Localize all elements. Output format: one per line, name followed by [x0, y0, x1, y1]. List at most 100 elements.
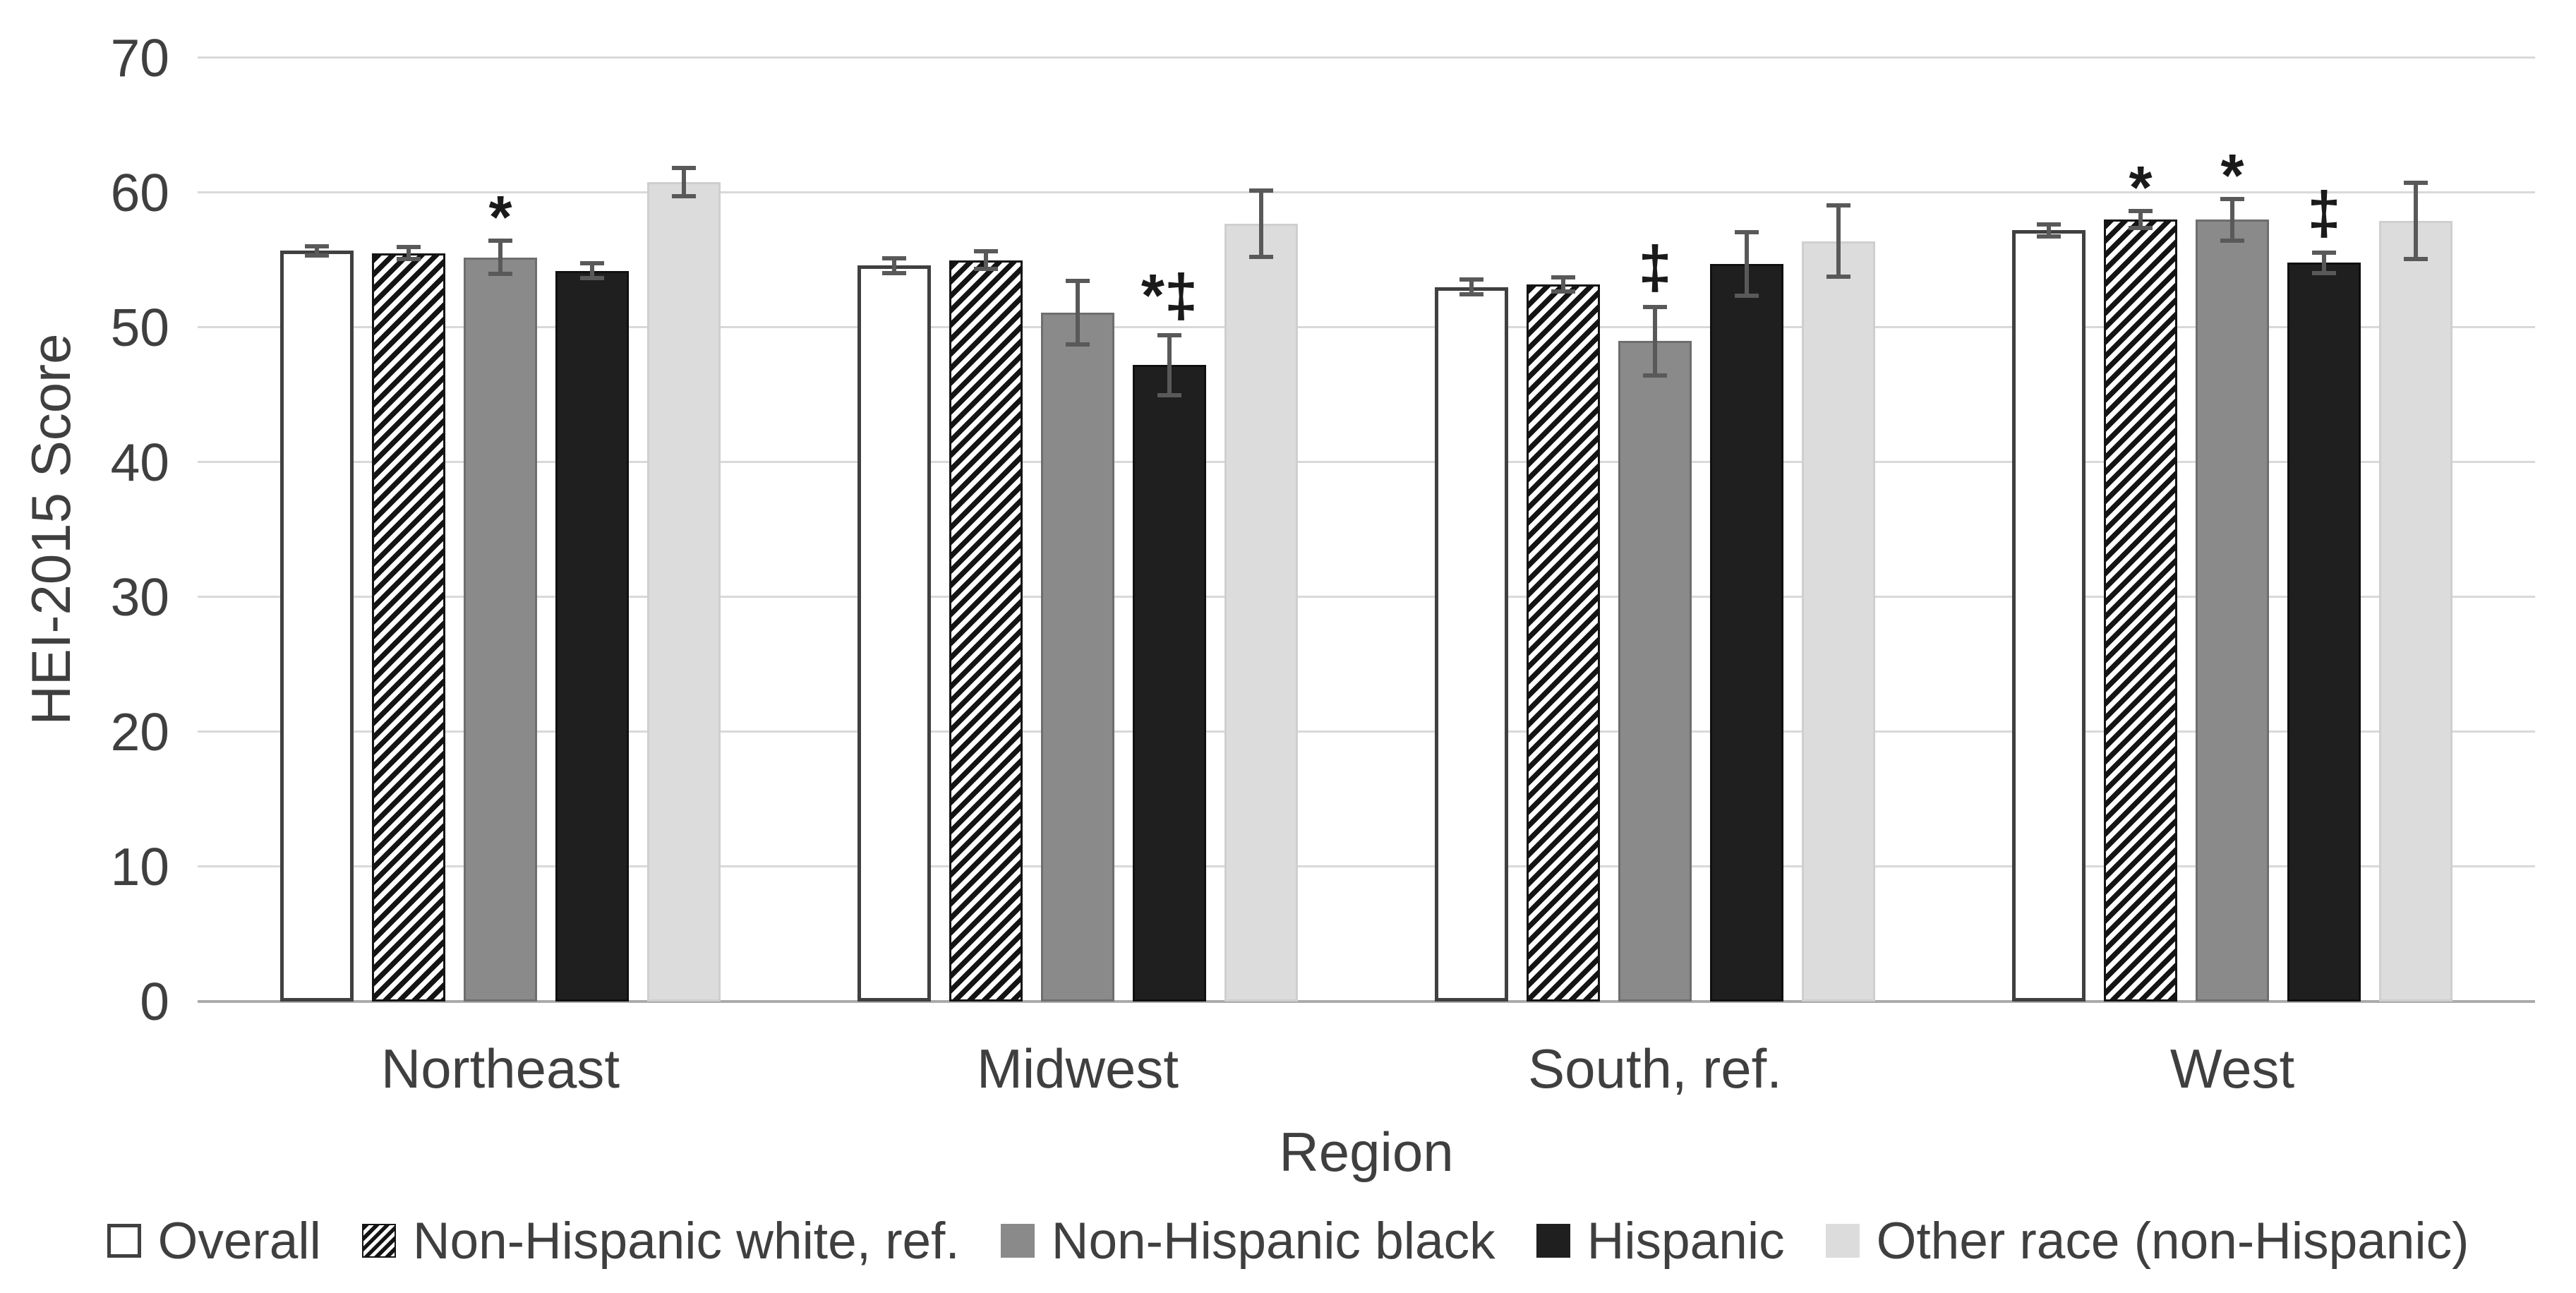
x-axis-line	[198, 1000, 2535, 1003]
error-bar-cap	[1066, 279, 1090, 284]
bar-west-black	[2287, 263, 2361, 1002]
error-bar-cap	[1066, 342, 1090, 347]
error-bar	[2129, 208, 2153, 231]
error-bar-stem	[315, 243, 319, 258]
error-bar-cap	[488, 272, 512, 277]
bar-south--ref--gray	[1618, 341, 1692, 1002]
legend-item-outline: Overall	[107, 1212, 321, 1270]
legend-swatch-black-icon	[1536, 1224, 1570, 1258]
legend-swatch-lightgray-icon	[1825, 1224, 1860, 1258]
error-bar-stem	[2230, 196, 2234, 243]
legend-label: Non-Hispanic black	[1051, 1212, 1495, 1270]
x-category-label: Midwest	[976, 1038, 1179, 1100]
x-category-label: South, ref.	[1528, 1038, 1782, 1100]
error-bar-cap	[882, 270, 906, 275]
error-bar-stem	[590, 261, 594, 281]
error-bar	[1551, 275, 1575, 294]
gridline	[198, 461, 2535, 463]
error-bar	[2037, 222, 2061, 239]
error-bar-stem	[892, 255, 896, 275]
error-bar-cap	[1643, 304, 1667, 309]
error-bar-stem	[682, 165, 686, 198]
error-bar-stem	[2047, 222, 2051, 239]
error-bar-stem	[2414, 180, 2418, 262]
error-bar-cap	[672, 165, 696, 170]
bar-midwest-outline	[857, 265, 931, 1002]
error-bar-cap	[2037, 222, 2061, 227]
gridline	[198, 191, 2535, 193]
error-bar-cap	[2129, 226, 2153, 231]
legend-item-hatch: Non-Hispanic white, ref.	[361, 1212, 960, 1270]
error-bar	[580, 261, 604, 281]
bar-northeast-lightgray	[647, 181, 721, 1002]
x-axis-title: Region	[1279, 1121, 1454, 1183]
error-bar-cap	[2220, 196, 2244, 201]
error-bar-cap	[1826, 203, 1850, 208]
y-tick-label: 50	[110, 298, 169, 357]
error-bar-cap	[305, 243, 329, 248]
error-bar	[1459, 277, 1483, 297]
error-bar-stem	[1745, 230, 1749, 298]
error-bar	[882, 255, 906, 275]
bar-midwest-gray	[1041, 312, 1114, 1002]
error-bar-stem	[407, 245, 411, 262]
error-bar	[2404, 180, 2428, 262]
error-bar-cap	[1551, 289, 1575, 294]
error-bar-stem	[1836, 203, 1841, 279]
error-bar	[1249, 188, 1273, 259]
error-bar-cap	[672, 193, 696, 198]
error-bar-cap	[2312, 251, 2336, 255]
error-bar	[672, 165, 696, 198]
significance-marker: *‡	[1140, 262, 1198, 330]
error-bar-cap	[2129, 208, 2153, 213]
error-bar-stem	[498, 238, 502, 277]
legend-swatch-hatch-icon	[361, 1224, 396, 1258]
error-bar	[1157, 332, 1181, 398]
y-tick-label: 0	[140, 972, 169, 1031]
legend-item-black: Hispanic	[1536, 1212, 1785, 1270]
bar-south--ref--hatch	[1527, 284, 1600, 1002]
gridline	[198, 56, 2535, 59]
error-bar	[1066, 279, 1090, 347]
error-bar-cap	[397, 257, 421, 262]
bar-northeast-black	[555, 270, 629, 1002]
error-bar-cap	[2404, 180, 2428, 185]
error-bar-stem	[984, 249, 988, 271]
error-bar-cap	[1826, 275, 1850, 279]
error-bar	[1643, 304, 1667, 378]
error-bar-cap	[974, 266, 998, 271]
error-bar-cap	[882, 255, 906, 260]
error-bar-cap	[1735, 230, 1759, 235]
error-bar-cap	[1459, 277, 1483, 282]
bar-midwest-hatch	[949, 260, 1023, 1002]
y-tick-label: 10	[110, 837, 169, 896]
error-bar	[2220, 196, 2244, 243]
error-bar-stem	[2138, 208, 2143, 231]
bar-west-outline	[2012, 230, 2086, 1002]
gridline	[198, 596, 2535, 598]
error-bar-cap	[2037, 234, 2061, 239]
error-bar-cap	[1459, 292, 1483, 297]
error-bar	[305, 243, 329, 258]
significance-marker: *	[2220, 142, 2244, 210]
bar-midwest-black	[1133, 365, 1206, 1002]
gridline	[198, 730, 2535, 733]
bar-west-hatch	[2104, 219, 2177, 1002]
error-bar-stem	[1653, 304, 1657, 378]
error-bar-cap	[1735, 293, 1759, 298]
legend-label: Overall	[157, 1212, 321, 1270]
bar-midwest-lightgray	[1224, 223, 1298, 1002]
bar-northeast-outline	[280, 251, 354, 1002]
bar-south--ref--black	[1710, 264, 1783, 1002]
error-bar-stem	[1076, 279, 1080, 347]
legend-item-lightgray: Other race (non-Hispanic)	[1825, 1212, 2469, 1270]
error-bar-cap	[1249, 254, 1273, 259]
error-bar-cap	[1643, 373, 1667, 378]
error-bar	[488, 238, 512, 277]
error-bar-cap	[580, 276, 604, 281]
error-bar-cap	[2220, 238, 2244, 243]
bar-west-gray	[2196, 219, 2269, 1002]
x-category-label: Northeast	[380, 1038, 620, 1100]
error-bar-cap	[1157, 332, 1181, 337]
